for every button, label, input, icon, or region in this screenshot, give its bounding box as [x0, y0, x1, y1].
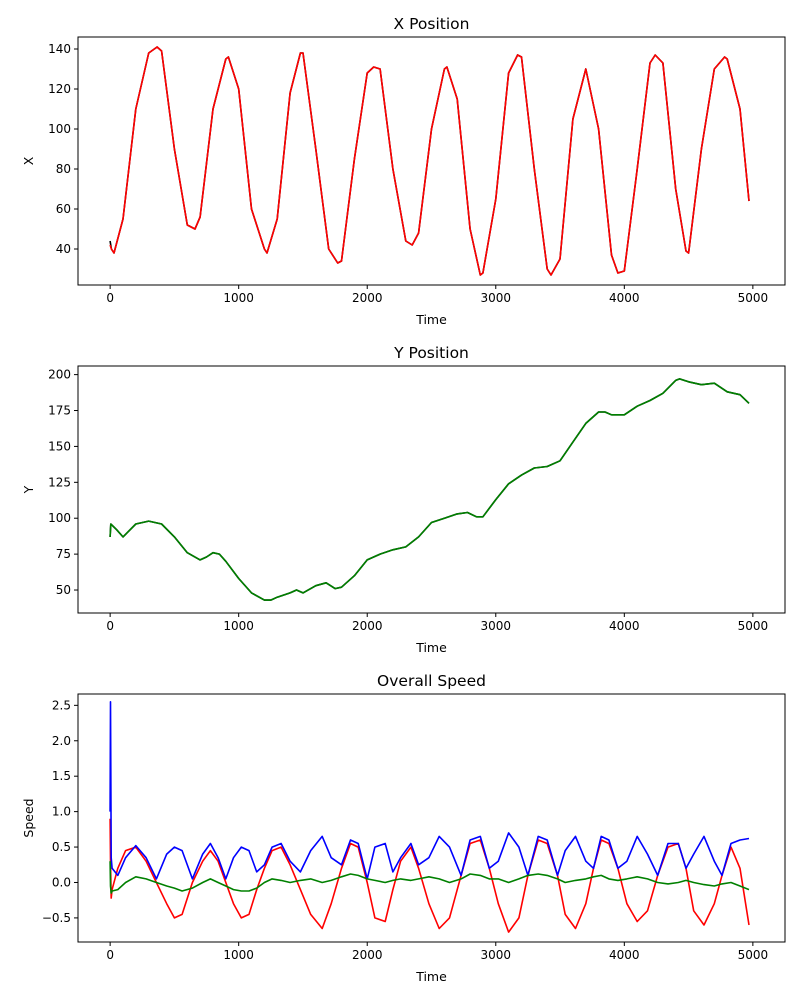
y-tick-label: 40	[56, 242, 71, 256]
y-tick-label: 150	[48, 439, 71, 453]
x-tick-label: 0	[106, 948, 114, 962]
y-tick-label: 0.0	[52, 875, 71, 889]
x-tick-label: 2000	[352, 619, 383, 633]
x-tick-label: 5000	[738, 948, 769, 962]
axes-frame	[77, 365, 786, 614]
series-line-1	[109, 46, 750, 276]
x-tick-label: 2000	[352, 948, 383, 962]
chart-title: Y Position	[393, 344, 469, 362]
y-axis-label: Y	[21, 485, 36, 494]
x-tick-label: 2000	[352, 291, 383, 305]
x-tick-label: 5000	[738, 619, 769, 633]
y-tick-label: 2.5	[52, 698, 71, 712]
x-tick-label: 3000	[480, 291, 511, 305]
chart-title: Overall Speed	[377, 672, 486, 690]
y-axis-label: X	[21, 156, 36, 165]
series-line-1	[109, 701, 750, 880]
y-tick-label: 2.0	[52, 734, 71, 748]
y-tick-label: 1.5	[52, 769, 71, 783]
x-axis-label: Time	[415, 969, 447, 984]
x-tick-label: 1000	[223, 948, 254, 962]
y-tick-label: 200	[48, 368, 71, 382]
y-tick-label: 120	[48, 82, 71, 96]
y-tick-label: −0.5	[42, 911, 71, 925]
y-tick-label: 140	[48, 42, 71, 56]
series-line-0	[109, 46, 750, 276]
y-tick-label: 100	[48, 511, 71, 525]
y-tick-label: 0.5	[52, 840, 71, 854]
series-line-0	[109, 818, 750, 933]
x-tick-label: 5000	[738, 291, 769, 305]
x-tick-label: 0	[106, 619, 114, 633]
x-tick-label: 0	[106, 291, 114, 305]
series-line-2	[109, 861, 750, 894]
chart-panel-2: 0 1000 2000 3000 4000 5000 −0.5 0.0 0.5 1.0 1.5 2.0…	[21, 672, 786, 984]
y-tick-label: 60	[56, 202, 71, 216]
y-tick-label: 175	[48, 404, 71, 418]
y-tick-label: 100	[48, 122, 71, 136]
x-tick-label: 1000	[223, 619, 254, 633]
chart-title: X Position	[394, 15, 470, 33]
x-tick-label: 3000	[480, 948, 511, 962]
y-tick-label: 75	[56, 547, 71, 561]
series-line-0	[109, 378, 750, 601]
chart-panel-0: 0 1000 2000 3000 4000 5000 40 60 80 100 120 140 X Po…	[21, 15, 786, 327]
x-axis-label: Time	[415, 312, 447, 327]
x-tick-label: 4000	[609, 291, 640, 305]
y-tick-label: 125	[48, 475, 71, 489]
x-tick-label: 1000	[223, 291, 254, 305]
x-axis-label: Time	[415, 640, 447, 655]
y-axis-label: Speed	[21, 798, 36, 837]
chart-panel-1: 0 1000 2000 3000 4000 5000 50 75 100 125 150 175 200…	[21, 344, 786, 655]
x-tick-label: 4000	[609, 619, 640, 633]
x-tick-label: 3000	[480, 619, 511, 633]
y-tick-label: 50	[56, 583, 71, 597]
series-line-1	[109, 378, 750, 601]
y-tick-label: 80	[56, 162, 71, 176]
axes-frame	[77, 693, 786, 943]
y-tick-label: 1.0	[52, 805, 71, 819]
axes-frame	[77, 36, 786, 286]
x-tick-label: 4000	[609, 948, 640, 962]
